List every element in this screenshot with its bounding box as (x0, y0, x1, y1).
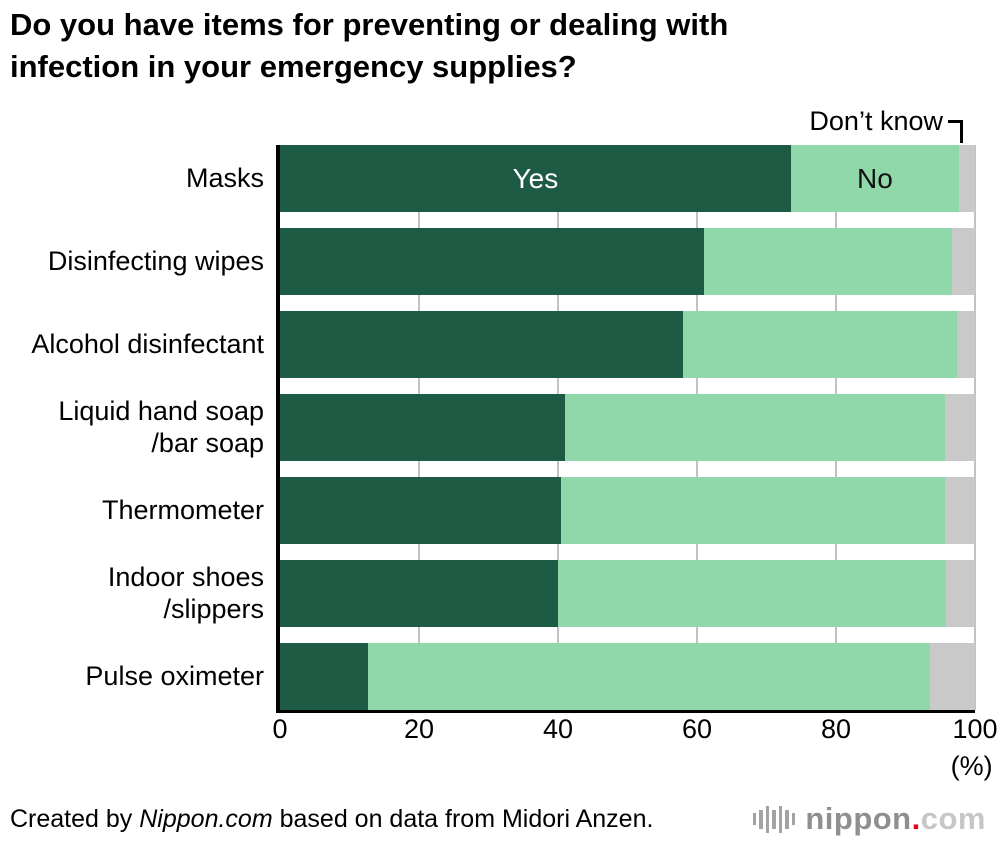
bar-segment-dont-know (945, 477, 975, 544)
dont-know-callout-line (948, 120, 963, 143)
bar-segment-no (703, 228, 953, 295)
x-tick-0: 0 (272, 714, 288, 744)
bar-segment-dont-know (945, 394, 975, 461)
bar-row (280, 228, 975, 295)
nippon-logo-text: nippon.com (805, 801, 986, 837)
bar-segment-no (564, 394, 946, 461)
series-label-yes: Yes (512, 162, 559, 194)
bar-segment-yes (280, 560, 558, 627)
bar-segment-dont-know (945, 560, 975, 627)
bar-segment-dont-know (959, 145, 975, 212)
category-label: Disinfecting wipes (47, 245, 264, 276)
bar-segment-dont-know (952, 228, 975, 295)
chart-title: Do you have items for preventing or deal… (10, 7, 729, 84)
bar-segment-no: No (790, 145, 959, 212)
x-axis-unit: (%) (950, 751, 993, 781)
dont-know-annotation: Don’t know (809, 106, 943, 136)
bar-segment-dont-know (929, 643, 975, 710)
nippon-logo-icon (752, 803, 796, 835)
gridline-100 (974, 145, 976, 710)
logo-dot: . (911, 801, 921, 836)
logo-main: nippon (805, 801, 912, 836)
bar-segment-no (368, 643, 930, 710)
bar-segment-no (558, 560, 946, 627)
x-tick-60: 60 (681, 714, 713, 744)
nippon-logo: nippon.com (752, 801, 986, 837)
category-label: Thermometer (101, 494, 264, 525)
bar-segment-dont-know (956, 311, 975, 378)
x-axis-line (276, 710, 975, 713)
logo-tld: com (920, 801, 986, 836)
y-axis-line (276, 145, 280, 713)
x-axis-ticks: (%) 0 20 40 60 80 100 (272, 714, 997, 794)
category-label: Pulse oximeter (85, 660, 264, 691)
bar-row (280, 311, 975, 378)
series-label-no: No (857, 162, 893, 194)
category-label: Liquid hand soap /bar soap (58, 395, 264, 458)
x-tick-40: 40 (542, 714, 574, 744)
bar-segment-no (683, 311, 957, 378)
credit-prefix: Created by (10, 805, 140, 833)
bar-row (280, 560, 975, 627)
category-label: Masks (185, 162, 264, 193)
bar-segment-yes (280, 643, 369, 710)
bar-row (280, 477, 975, 544)
bar-segment-yes (280, 394, 565, 461)
category-label: Alcohol disinfectant (31, 328, 264, 359)
bar-segment-yes (280, 228, 704, 295)
credit-line: Created by Nippon.com based on data from… (10, 805, 653, 834)
bar-segment-yes (280, 477, 562, 544)
x-tick-20: 20 (403, 714, 435, 744)
category-labels: Masks Disinfecting wipes Alcohol disinfect… (0, 145, 264, 710)
bar-segment-yes (280, 311, 684, 378)
bar-row: Yes No (280, 145, 975, 212)
bar-rows: Yes No (280, 145, 975, 710)
credit-suffix: based on data from Midori Anzen. (272, 805, 654, 833)
bar-segment-yes: Yes (280, 145, 791, 212)
x-tick-80: 80 (820, 714, 852, 744)
bar-segment-no (561, 477, 946, 544)
plot-area: Yes No (276, 145, 976, 713)
bar-row (280, 394, 975, 461)
x-tick-100: 100 (952, 714, 998, 744)
bar-row (280, 643, 975, 710)
category-label: Indoor shoes /slippers (107, 561, 264, 624)
credit-source: Nippon.com (139, 805, 273, 833)
